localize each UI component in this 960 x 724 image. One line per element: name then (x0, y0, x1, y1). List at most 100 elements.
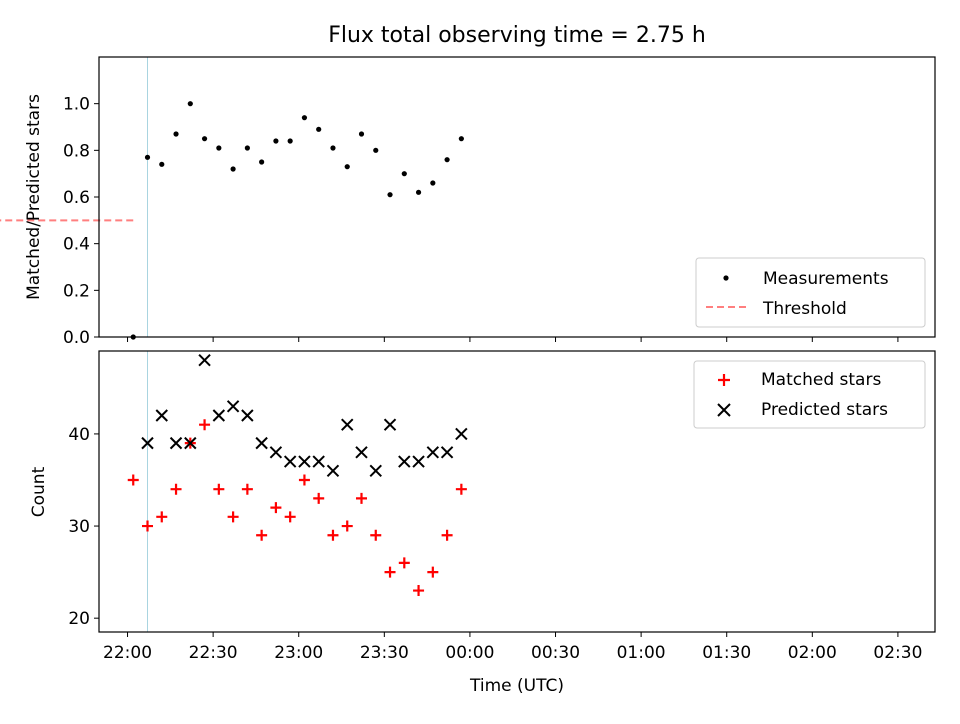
top-panel: 0.0 0.2 0.4 0.6 0.8 1.0 (0, 56, 936, 348)
matched-point (384, 566, 396, 578)
predicted-point (312, 455, 325, 468)
matched-point (441, 529, 453, 541)
top-ytick-label: 1.0 (63, 95, 90, 115)
predicted-point (383, 418, 397, 431)
legend-threshold-label: Threshold (762, 299, 847, 319)
measurement-point (144, 154, 151, 160)
xtick-label: 02:00 (788, 643, 837, 663)
predicted-point (398, 455, 411, 468)
measurement-point (301, 115, 308, 121)
measurement-point (244, 145, 250, 151)
measurement-point (387, 192, 393, 198)
matched-point (398, 557, 410, 569)
matched-point (156, 511, 168, 523)
measurement-point (259, 159, 265, 165)
predicted-point (426, 446, 440, 459)
matched-point (199, 419, 211, 431)
legend-matched-marker (718, 374, 730, 386)
matched-point (455, 483, 467, 495)
measurement-point (430, 180, 436, 186)
measurement-point (159, 161, 165, 167)
xtick-label: 22:00 (103, 643, 152, 663)
measurement-point (216, 145, 222, 151)
xtick-label: 01:00 (617, 643, 666, 663)
matched-point (327, 529, 339, 541)
matched-point (127, 474, 139, 486)
predicted-point (169, 436, 183, 450)
predicted-point (369, 464, 382, 477)
legend-matched-label: Matched stars (761, 370, 881, 390)
measurement-point (330, 145, 336, 151)
measurement-point (201, 136, 208, 142)
predicted-point (298, 455, 311, 468)
bottom-legend-box (693, 360, 926, 429)
xtick-label: 23:00 (274, 643, 323, 663)
top-legend: Measurements Threshold (695, 257, 926, 328)
bottom-ytick-label: 20 (68, 609, 90, 629)
predicted-point (184, 436, 197, 450)
legend-measurements-label: Measurements (763, 269, 889, 289)
measurement-point (273, 138, 279, 144)
bottom-panel: 20 30 40 22:00 22:30 23:00 23:30 00:00 00:30 01:0… (68, 350, 936, 663)
predicted-point (412, 455, 425, 468)
xtick-label: 00:30 (531, 643, 580, 663)
measurement-point (287, 138, 293, 144)
bottom-ytick-label: 40 (68, 425, 90, 445)
matched-point (427, 566, 439, 578)
matched-point (213, 483, 225, 495)
predicted-point (341, 418, 354, 431)
predicted-point (226, 400, 240, 413)
matched-point (170, 483, 182, 495)
top-ytick-label: 0.2 (63, 281, 90, 301)
top-plot-frame (98, 56, 936, 338)
matched-point (413, 585, 425, 597)
xtick-label: 02:30 (873, 643, 922, 663)
measurement-point (230, 166, 236, 172)
measurement-point (358, 131, 365, 137)
measurement-point (373, 147, 379, 153)
predicted-point (355, 446, 368, 459)
measurement-point (444, 157, 450, 163)
bottom-plot-frame (98, 350, 936, 633)
predicted-point (326, 464, 340, 477)
measurement-point (401, 171, 407, 177)
predicted-point (455, 427, 468, 441)
measurement-point (316, 126, 322, 132)
predicted-point (269, 446, 283, 459)
matched-point (284, 511, 296, 523)
matched-point (370, 529, 382, 541)
legend-predicted-marker (717, 403, 731, 417)
predicted-point (141, 436, 154, 450)
measurement-point (344, 164, 350, 170)
xtick-label: 22:30 (189, 643, 238, 663)
xtick-label: 23:30 (360, 643, 409, 663)
predicted-point (283, 455, 297, 468)
matched-point (341, 520, 353, 532)
top-legend-box (695, 257, 926, 328)
top-ytick-label: 0.0 (63, 328, 90, 348)
matched-point (227, 511, 239, 523)
matched-point (313, 492, 325, 504)
predicted-point (241, 409, 254, 422)
matched-point (270, 502, 282, 514)
matched-point (298, 474, 310, 486)
predicted-point (155, 409, 168, 422)
top-panel-ylabel: Matched/Predicted stars (24, 94, 44, 300)
predicted-point (212, 409, 226, 422)
measurement-point (173, 131, 179, 137)
predicted-point (198, 354, 211, 367)
bottom-ytick-label: 30 (68, 517, 90, 537)
top-ytick-label: 0.8 (63, 141, 90, 161)
bottom-panel-ylabel: Count (29, 466, 49, 517)
matched-point (256, 529, 268, 541)
legend-predicted-label: Predicted stars (761, 400, 888, 420)
top-ytick-label: 0.6 (63, 188, 90, 208)
bottom-legend: Matched stars Predicted stars (693, 360, 926, 429)
matched-point (142, 520, 154, 532)
matched-point (355, 492, 367, 504)
measurement-point (458, 136, 464, 142)
predicted-point (255, 436, 268, 450)
legend-measurements-marker (723, 275, 729, 281)
predicted-point (440, 446, 454, 459)
